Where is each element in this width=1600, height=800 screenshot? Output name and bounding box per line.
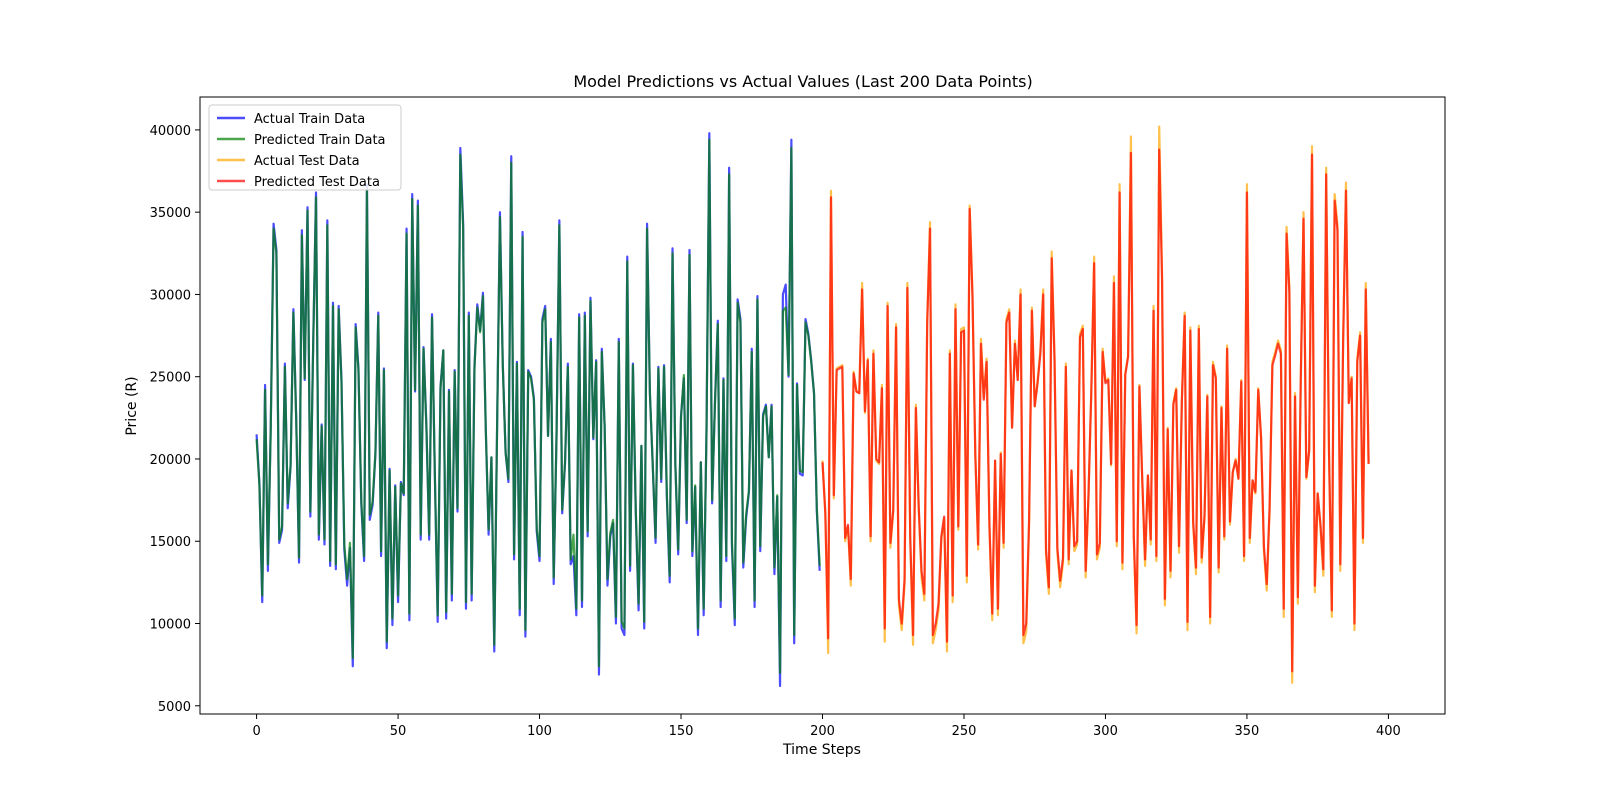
x-tick-label-8: 400 xyxy=(1376,724,1401,739)
x-tick-label-6: 300 xyxy=(1093,724,1118,739)
series-line-1 xyxy=(255,138,821,674)
x-tick-label-3: 150 xyxy=(669,724,694,739)
x-tick-label-7: 350 xyxy=(1235,724,1260,739)
y-tick-label-5: 30000 xyxy=(150,288,191,303)
legend-label-3: Predicted Test Data xyxy=(254,175,380,190)
y-tick-label-2: 15000 xyxy=(150,535,191,550)
y-tick-label-3: 20000 xyxy=(150,453,191,468)
chart-title: Model Predictions vs Actual Values (Last… xyxy=(573,72,1032,91)
y-axis-label: Price (R) xyxy=(124,376,140,435)
y-tick-label-1: 10000 xyxy=(150,618,191,633)
axes-layer: 0 50 100 150 200 250 300 350 400 5000 10000 15000 20… xyxy=(150,124,1401,739)
legend-label-0: Actual Train Data xyxy=(254,112,365,127)
x-tick-label-0: 0 xyxy=(252,724,260,739)
x-tick-label-4: 200 xyxy=(810,724,835,739)
y-tick-label-0: 5000 xyxy=(158,700,191,715)
legend-label-1: Predicted Train Data xyxy=(254,133,386,148)
legend-label-2: Actual Test Data xyxy=(254,154,360,169)
legend: Actual Train Data Predicted Train Data Act… xyxy=(208,104,402,191)
y-tick-label-6: 35000 xyxy=(150,206,191,221)
x-tick-label-5: 250 xyxy=(952,724,977,739)
x-axis-label: Time Steps xyxy=(782,742,861,758)
y-tick-label-4: 25000 xyxy=(150,371,191,386)
series-line-3 xyxy=(821,148,1370,673)
x-tick-label-2: 100 xyxy=(527,724,552,739)
plot-frame xyxy=(199,96,1446,715)
series-layer xyxy=(255,125,1370,688)
legend-box xyxy=(208,104,402,191)
x-tick-label-1: 50 xyxy=(390,724,407,739)
y-tick-label-7: 40000 xyxy=(150,124,191,139)
